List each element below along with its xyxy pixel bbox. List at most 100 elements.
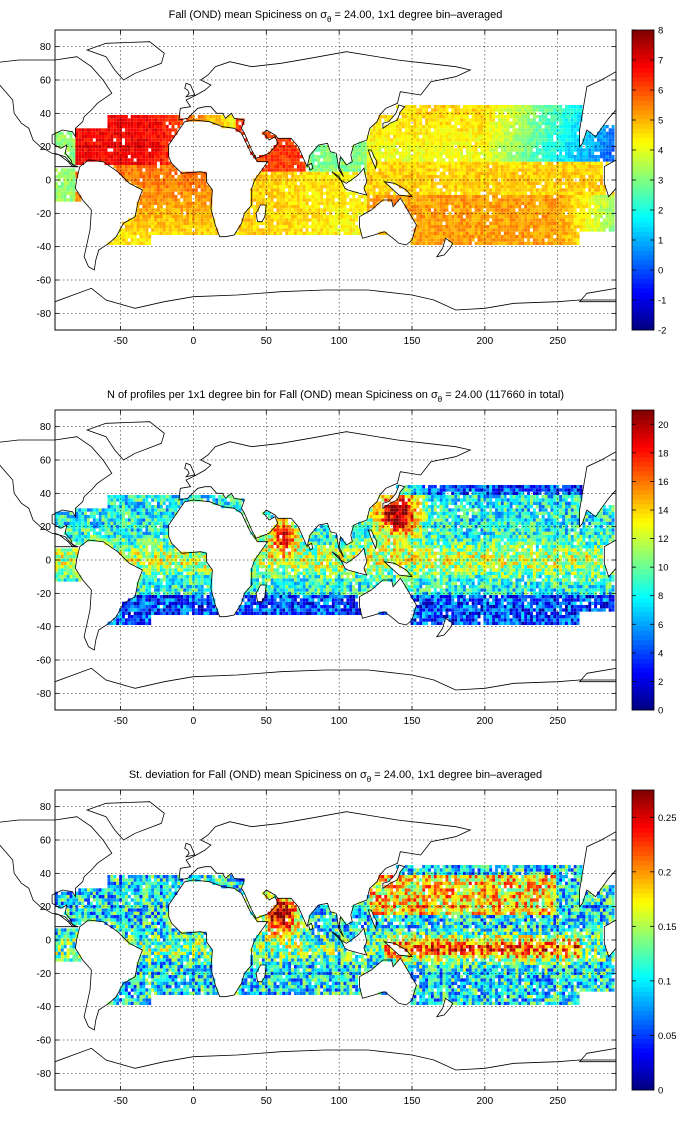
- heatmap-cell: [186, 225, 190, 229]
- heatmap-cell: [395, 158, 399, 162]
- heatmap-cell: [346, 201, 350, 205]
- heatmap-cell: [439, 161, 443, 165]
- heatmap-cell: [419, 235, 423, 239]
- heatmap-cell: [535, 121, 539, 125]
- heatmap-cell: [276, 195, 280, 199]
- heatmap-cell: [477, 168, 481, 172]
- heatmap-cell: [276, 188, 280, 192]
- heatmap-cell: [296, 218, 300, 222]
- heatmap-cell: [355, 215, 359, 219]
- heatmap-cell: [428, 171, 431, 175]
- heatmap-cell: [576, 145, 580, 149]
- heatmap-cell: [562, 155, 565, 159]
- heatmap-cell: [299, 221, 303, 225]
- heatmap-cell: [87, 155, 90, 159]
- heatmap-cell: [500, 208, 504, 212]
- heatmap-cell: [599, 215, 603, 219]
- heatmap-cell: [116, 241, 120, 245]
- heatmap-cell: [544, 161, 548, 165]
- heatmap-cell: [154, 215, 157, 219]
- heatmap-cell: [547, 211, 551, 215]
- heatmap-cell: [524, 218, 528, 222]
- heatmap-cell: [261, 221, 265, 225]
- heatmap-cell: [346, 221, 350, 225]
- heatmap-cell: [136, 168, 140, 172]
- heatmap-cell: [588, 161, 592, 165]
- heatmap-cell: [139, 238, 143, 242]
- heatmap-cell: [311, 191, 315, 195]
- heatmap-cell: [75, 151, 79, 155]
- heatmap-cell: [416, 165, 420, 169]
- heatmap-cell: [550, 158, 554, 162]
- heatmap-cell: [320, 148, 324, 152]
- heatmap-cell: [139, 195, 143, 199]
- heatmap-cell: [512, 191, 516, 195]
- heatmap-cell: [151, 221, 155, 225]
- heatmap-cell: [328, 165, 332, 169]
- heatmap-cell: [159, 171, 163, 175]
- heatmap-cell: [390, 128, 394, 132]
- heatmap-cell: [521, 195, 525, 199]
- heatmap-cell: [148, 218, 152, 222]
- heatmap-cell: [267, 188, 271, 192]
- heatmap-cell: [119, 115, 123, 119]
- heatmap-cell: [588, 191, 592, 195]
- heatmap-cell: [585, 158, 589, 162]
- heatmap-cell: [340, 221, 344, 225]
- heatmap-cell: [527, 215, 531, 219]
- heatmap-cell: [122, 228, 125, 232]
- heatmap-cell: [556, 218, 560, 222]
- heatmap-cell: [124, 138, 128, 142]
- heatmap-cell: [489, 151, 493, 155]
- heatmap-cell: [293, 191, 297, 195]
- heatmap-cell: [157, 128, 160, 132]
- heatmap-cell: [562, 171, 565, 175]
- heatmap-cell: [451, 128, 455, 132]
- heatmap-cell: [398, 141, 402, 145]
- heatmap-cell: [500, 241, 504, 245]
- heatmap-cell: [238, 225, 242, 229]
- heatmap-cell: [305, 205, 309, 209]
- heatmap-cell: [413, 125, 417, 129]
- heatmap-cell: [477, 165, 481, 169]
- heatmap-cell: [460, 115, 463, 119]
- heatmap-cell: [567, 161, 571, 165]
- heatmap-cell: [355, 168, 359, 172]
- heatmap-cell: [521, 221, 525, 225]
- heatmap-cell: [276, 145, 280, 149]
- heatmap-cell: [495, 158, 498, 162]
- heatmap-cell: [57, 135, 61, 139]
- heatmap-cell: [497, 155, 501, 159]
- heatmap-cell: [407, 131, 411, 135]
- heatmap-cell: [419, 171, 423, 175]
- heatmap-cell: [506, 181, 510, 185]
- heatmap-cell: [471, 161, 475, 165]
- heatmap-cell: [579, 111, 583, 115]
- heatmap-cell: [570, 151, 574, 155]
- heatmap-cell: [448, 111, 452, 115]
- heatmap-cell: [527, 221, 531, 225]
- heatmap-cell: [573, 165, 577, 169]
- heatmap-cell: [562, 158, 565, 162]
- heatmap-cell: [133, 161, 137, 165]
- heatmap-cell: [524, 105, 528, 109]
- heatmap-cell: [489, 168, 493, 172]
- heatmap-cell: [524, 181, 528, 185]
- heatmap-cell: [413, 155, 417, 159]
- heatmap-cell: [165, 171, 169, 175]
- heatmap-cell: [241, 228, 245, 232]
- heatmap-cell: [122, 151, 125, 155]
- heatmap-cell: [139, 208, 143, 212]
- heatmap-cell: [323, 211, 327, 215]
- heatmap-cell: [197, 215, 201, 219]
- heatmap-cell: [276, 181, 280, 185]
- heatmap-cell: [567, 218, 571, 222]
- heatmap-cell: [425, 158, 429, 162]
- heatmap-cell: [288, 151, 292, 155]
- heatmap-cell: [159, 198, 163, 202]
- heatmap-cell: [477, 151, 481, 155]
- heatmap-cell: [541, 241, 545, 245]
- heatmap-cell: [570, 128, 574, 132]
- heatmap-cell: [326, 195, 329, 199]
- heatmap-cell: [451, 235, 455, 239]
